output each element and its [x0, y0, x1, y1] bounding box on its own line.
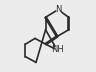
Text: N: N: [55, 5, 61, 14]
Text: NH: NH: [51, 45, 63, 54]
Bar: [57, 7, 60, 12]
Bar: [55, 48, 60, 52]
